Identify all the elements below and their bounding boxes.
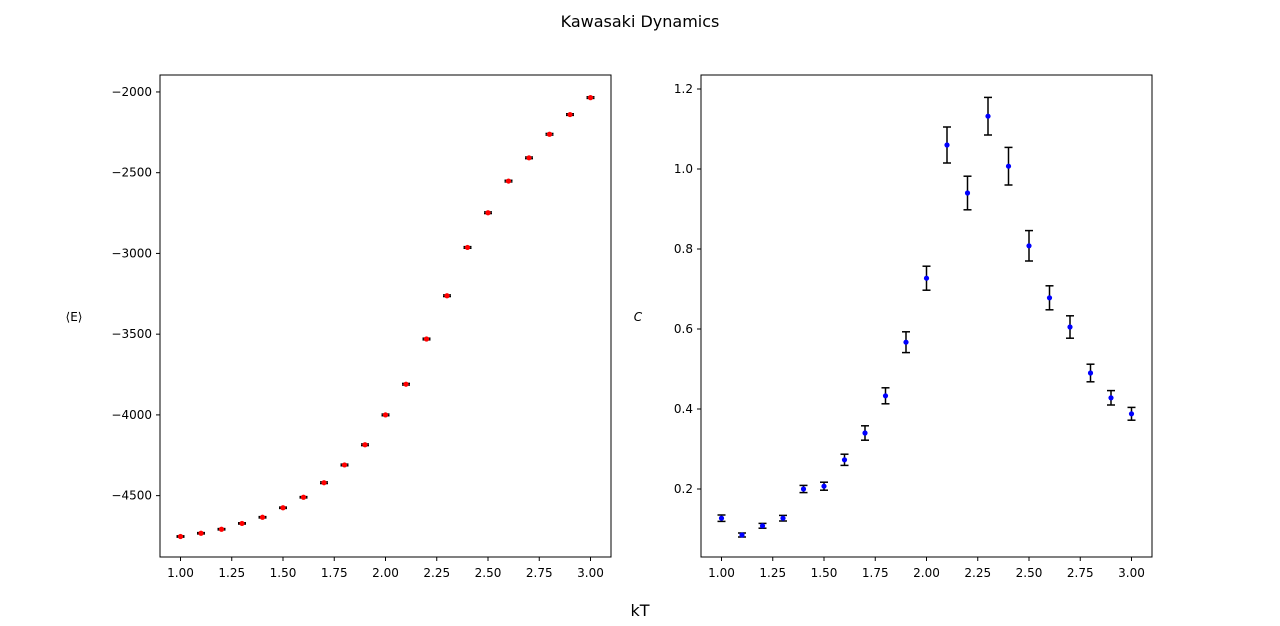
data-point	[780, 515, 786, 521]
data-point	[718, 515, 725, 521]
data-point	[341, 462, 348, 468]
data-point	[526, 155, 532, 161]
x-tick-label: 2.50	[1016, 566, 1043, 580]
x-tick-label: 1.00	[708, 566, 735, 580]
data-point	[218, 526, 225, 532]
x-tick-label: 2.75	[526, 566, 553, 580]
data-point	[1026, 243, 1032, 249]
data-point	[464, 244, 471, 251]
data-point	[821, 483, 827, 489]
data-point	[546, 131, 553, 137]
axes-frame	[700, 74, 1153, 558]
x-tick-label: 2.75	[1067, 566, 1094, 580]
data-point	[1128, 411, 1135, 417]
data-point	[985, 113, 991, 119]
y-tick-label: −4500	[111, 489, 152, 503]
y-tick-label: 1.0	[674, 162, 693, 176]
data-point	[882, 393, 889, 399]
y-tick-label: −3500	[111, 327, 152, 341]
data-point	[1005, 163, 1012, 169]
data-point	[485, 210, 491, 216]
data-point	[759, 523, 766, 529]
data-point	[923, 275, 930, 281]
y-tick-label: 0.2	[674, 482, 693, 496]
data-point	[300, 494, 307, 500]
x-tick-label: 2.50	[475, 566, 502, 580]
x-tick-label: 2.00	[372, 566, 399, 580]
data-point	[239, 520, 245, 527]
data-point	[382, 412, 389, 418]
data-point	[587, 95, 594, 101]
shared-x-axis-label: kT	[630, 601, 649, 620]
data-point	[403, 381, 409, 387]
heat-capacity-panel: 1.00 1.25 1.50 1.75 2.00 2.25 2.50 2.75 3.00 0.2 0…	[634, 74, 1153, 580]
x-tick-label: 2.25	[964, 566, 991, 580]
x-tick-label: 1.50	[270, 566, 297, 580]
data-point	[423, 336, 430, 342]
data-point	[444, 293, 450, 299]
data-point	[505, 178, 512, 184]
y-tick-label: −3000	[111, 246, 152, 260]
data-point	[177, 533, 184, 540]
y-axis-label: ⟨E⟩	[66, 310, 83, 324]
y-tick-label: 0.4	[674, 402, 693, 416]
data-point	[362, 442, 368, 448]
data-point	[800, 486, 807, 492]
x-tick-label: 1.25	[759, 566, 786, 580]
data-point	[739, 532, 745, 538]
y-tick-label: −4000	[111, 408, 152, 422]
x-tick-label: 3.00	[1118, 566, 1145, 580]
y-tick-label: 0.8	[674, 242, 693, 256]
data-point	[1087, 370, 1094, 376]
y-tick-label: −2500	[111, 166, 152, 180]
x-tick-label: 3.00	[577, 566, 604, 580]
x-tick-label: 2.25	[423, 566, 450, 580]
data-point	[259, 514, 266, 520]
data-point	[944, 142, 950, 148]
data-point	[1067, 324, 1073, 330]
x-tick-label: 1.75	[321, 566, 348, 580]
x-tick-label: 1.75	[862, 566, 889, 580]
x-tick-label: 1.00	[167, 566, 194, 580]
data-point	[964, 190, 971, 196]
data-point	[1046, 295, 1053, 301]
data-point	[862, 430, 868, 436]
axes-frame	[159, 74, 612, 558]
x-tick-label: 1.50	[811, 566, 838, 580]
y-tick-label: 1.2	[674, 82, 693, 96]
data-point	[567, 111, 573, 118]
energy-panel: 1.00 1.25 1.50 1.75 2.00 2.25 2.50 2.75 3.00 −450…	[66, 74, 612, 580]
y-tick-label: 0.6	[674, 322, 693, 336]
data-point	[321, 480, 327, 486]
data-point	[280, 505, 286, 511]
y-tick-label: −2000	[111, 85, 152, 99]
data-point	[903, 339, 909, 345]
x-tick-label: 1.25	[218, 566, 245, 580]
x-tick-label: 2.00	[913, 566, 940, 580]
data-point	[198, 530, 204, 536]
figure-title: Kawasaki Dynamics	[561, 12, 720, 31]
y-axis-label: C	[634, 310, 643, 324]
data-point	[841, 457, 848, 463]
data-point	[1108, 395, 1114, 401]
